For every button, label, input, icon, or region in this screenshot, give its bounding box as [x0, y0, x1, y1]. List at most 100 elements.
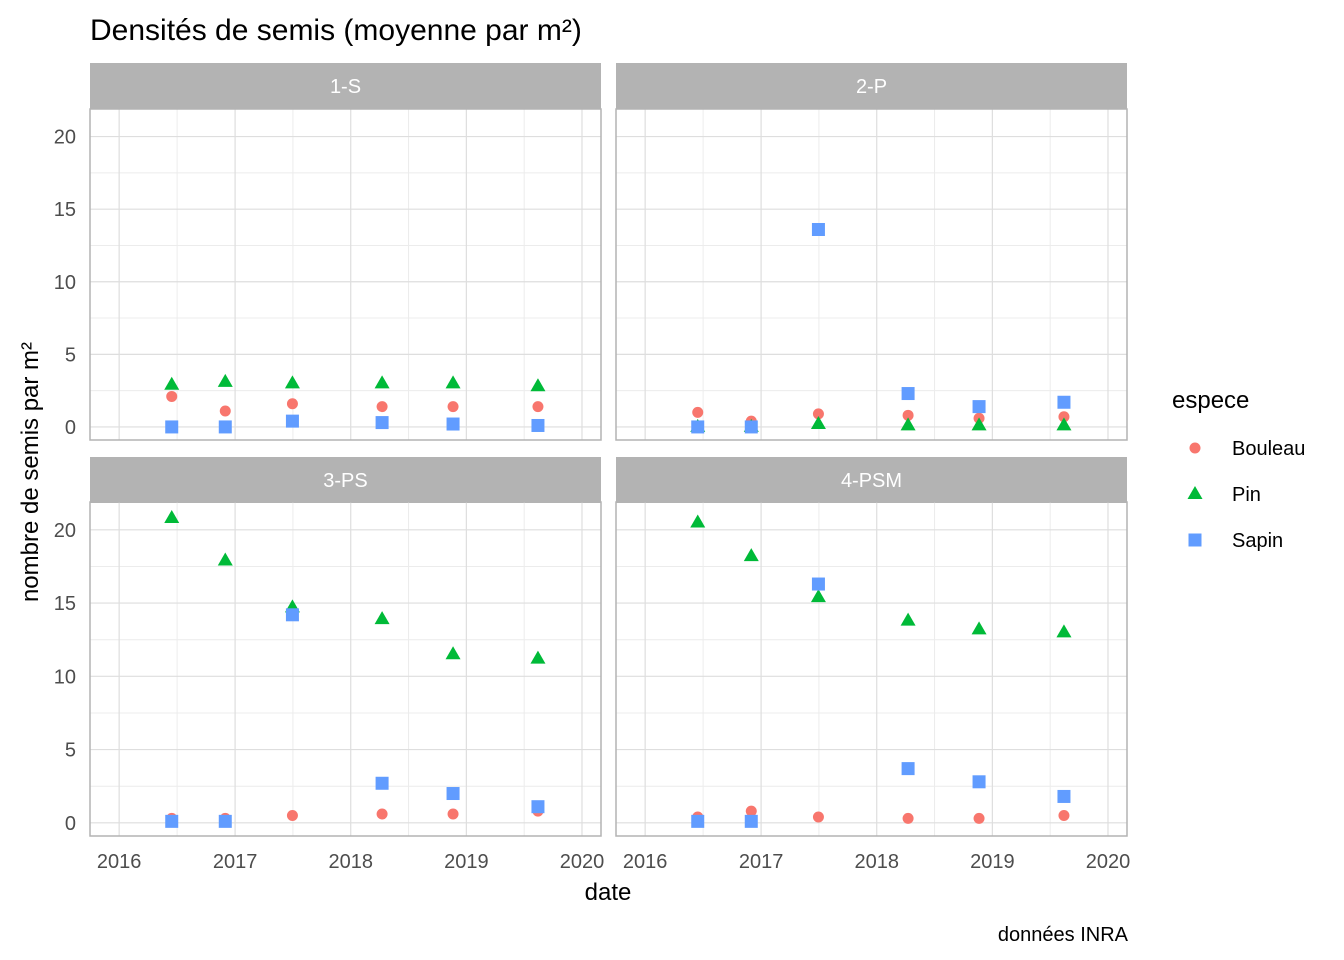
data-point-bouleau	[973, 812, 985, 824]
series-sapin	[691, 222, 1071, 434]
data-point-bouleau	[286, 809, 298, 821]
facet-strip-label: 1-S	[330, 76, 361, 98]
data-point-sapin	[446, 787, 460, 801]
facet-panel: 3-PS 0 5 10 15 20 2016 2017 2018 2019 2020	[54, 457, 604, 873]
legend-key-pin	[1187, 485, 1203, 499]
facet-strip	[90, 63, 601, 109]
facet-panel: 4-PSM 2016 2017 2018 2019 2020	[615, 457, 1131, 873]
data-point-sapin	[1057, 395, 1071, 409]
x-tick-label: 2020	[560, 851, 605, 873]
data-point-bouleau	[1058, 411, 1070, 423]
series-pin	[164, 510, 546, 664]
legend: espece Bouleau Pin Sapin	[1172, 387, 1305, 552]
gridlines	[616, 502, 1127, 836]
series-pin	[690, 514, 1072, 638]
panel-border	[615, 108, 1128, 441]
data-point-bouleau	[286, 398, 298, 410]
data-point-bouleau	[376, 808, 388, 820]
data-point-bouleau	[447, 401, 459, 413]
legend-label-pin: Pin	[1232, 484, 1261, 506]
x-tick-label: 2019	[970, 851, 1015, 873]
data-point-sapin	[744, 420, 758, 434]
data-point-pin	[374, 375, 390, 389]
x-tick-label: 2019	[444, 851, 489, 873]
data-point-sapin	[901, 387, 915, 401]
data-point-bouleau	[902, 409, 914, 421]
data-point-pin	[810, 415, 826, 429]
y-tick-label: 20	[54, 127, 76, 149]
data-point-sapin	[972, 400, 986, 414]
legend-title: espece	[1172, 387, 1249, 414]
data-point-sapin	[285, 414, 299, 428]
caption: données INRA	[998, 924, 1129, 946]
data-point-pin	[530, 650, 546, 664]
facet-panel: 2-P	[615, 63, 1128, 441]
data-point-sapin	[531, 800, 545, 814]
facet-strip	[90, 457, 601, 503]
data-point-bouleau	[812, 811, 824, 823]
gridlines	[90, 109, 601, 440]
data-point-bouleau	[532, 401, 544, 413]
data-point-bouleau	[902, 812, 914, 824]
series-sapin	[691, 577, 1071, 828]
y-tick-label: 15	[54, 593, 76, 615]
data-point-pin	[530, 378, 546, 392]
chart-title: Densités de semis (moyenne par m²)	[90, 14, 582, 47]
facet-strip-label: 4-PSM	[841, 470, 902, 492]
data-point-pin	[284, 375, 300, 389]
data-point-pin	[217, 552, 233, 566]
data-point-pin	[1056, 624, 1072, 638]
legend-label-sapin: Sapin	[1232, 530, 1283, 552]
data-point-pin	[164, 510, 180, 524]
series-sapin	[165, 414, 545, 434]
y-tick-label: 0	[65, 417, 76, 439]
data-point-sapin	[218, 814, 232, 828]
gridlines	[616, 109, 1127, 440]
data-point-pin	[445, 375, 461, 389]
data-point-sapin	[691, 814, 705, 828]
facet-strip	[616, 63, 1127, 109]
data-point-sapin	[744, 814, 758, 828]
x-tick-label: 2017	[213, 851, 258, 873]
facet-strip-label: 2-P	[856, 76, 887, 98]
series-bouleau	[166, 390, 544, 417]
y-axis-title: nombre de semis par m²	[17, 342, 44, 602]
data-point-bouleau	[812, 408, 824, 420]
data-point-sapin	[531, 418, 545, 432]
data-point-pin	[743, 548, 759, 562]
gridlines	[90, 502, 601, 836]
data-point-pin	[900, 612, 916, 626]
panel-border	[89, 501, 602, 837]
data-point-bouleau	[692, 406, 704, 418]
data-point-pin	[810, 589, 826, 603]
data-point-bouleau	[376, 401, 388, 413]
x-tick-label: 2018	[854, 851, 899, 873]
y-tick-label: 5	[65, 740, 76, 762]
panel-border	[89, 108, 602, 441]
x-tick-label: 2020	[1086, 851, 1131, 873]
data-point-pin	[971, 417, 987, 431]
data-point-sapin	[375, 416, 389, 430]
data-point-bouleau	[447, 808, 459, 820]
data-point-sapin	[375, 776, 389, 790]
data-point-sapin	[446, 417, 460, 431]
data-point-sapin	[691, 420, 705, 434]
data-point-pin	[690, 514, 706, 528]
x-tick-label: 2017	[739, 851, 784, 873]
data-point-pin	[217, 373, 233, 387]
x-tick-label: 2016	[97, 851, 142, 873]
series-pin	[164, 373, 546, 392]
x-axis-title: date	[585, 879, 632, 906]
data-point-bouleau	[1058, 809, 1070, 821]
series-sapin	[165, 608, 545, 828]
y-tick-label: 0	[65, 813, 76, 835]
data-point-sapin	[165, 814, 179, 828]
x-tick-label: 2018	[328, 851, 373, 873]
data-point-pin	[971, 621, 987, 635]
y-tick-label: 15	[54, 199, 76, 221]
legend-key-sapin	[1188, 533, 1202, 547]
facet-strip-label: 3-PS	[323, 470, 367, 492]
y-tick-label: 20	[54, 520, 76, 542]
data-point-sapin	[811, 222, 825, 236]
